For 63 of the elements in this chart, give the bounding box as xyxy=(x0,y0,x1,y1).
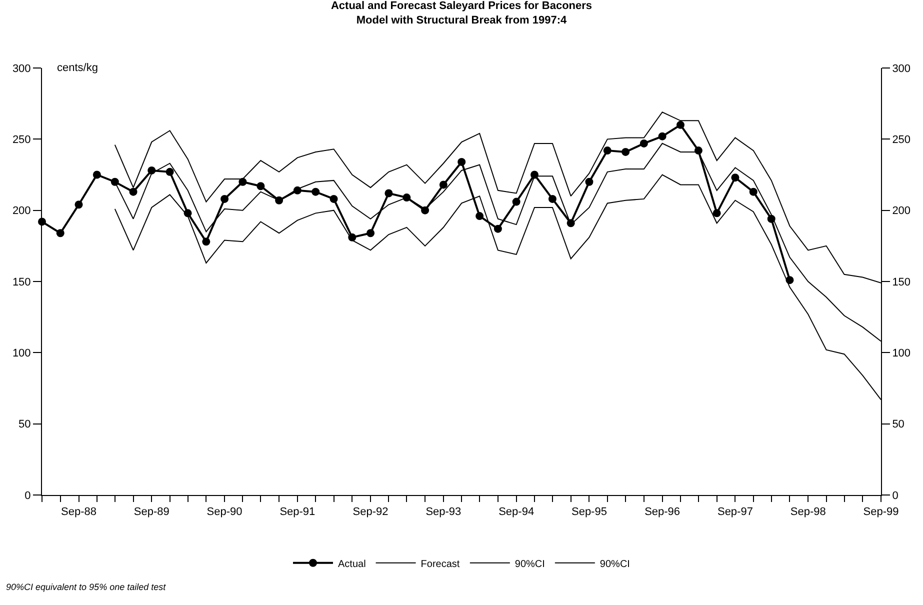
point xyxy=(366,229,375,238)
point xyxy=(494,224,502,233)
point xyxy=(56,229,64,238)
x-tick-label: Sep-95 xyxy=(571,506,607,518)
y-tick-label: 200 xyxy=(12,205,31,218)
point xyxy=(238,178,247,186)
y-tick-label: 100 xyxy=(12,348,31,360)
y-tick-label: 50 xyxy=(18,418,31,431)
legend-label: 90%CI xyxy=(514,558,545,570)
chart-subtitle: Model with Structural Break from 1997:4 xyxy=(356,14,568,26)
x-tick-label: Sep-93 xyxy=(426,506,462,518)
chart-title: Actual and Forecast Saleyard Prices for Baconers xyxy=(330,0,592,12)
x-tick-label: Sep-99 xyxy=(863,506,899,518)
point xyxy=(476,212,484,220)
point xyxy=(458,158,466,166)
y2-tick-label: 150 xyxy=(892,276,911,288)
x-tick-label: Sep-96 xyxy=(644,506,680,518)
point xyxy=(622,148,630,156)
x-tick-label: Sep-97 xyxy=(717,506,753,518)
x-tick-label: Sep-89 xyxy=(134,506,170,518)
y2-tick-label: 300 xyxy=(892,62,911,75)
point xyxy=(256,182,265,190)
y2-tick-label: 0 xyxy=(892,490,898,502)
point xyxy=(202,238,210,246)
y-tick-label: 0 xyxy=(24,490,31,502)
point xyxy=(603,146,612,155)
point xyxy=(676,120,684,129)
x-tick-label: Sep-98 xyxy=(790,506,826,518)
point xyxy=(512,198,520,206)
point xyxy=(312,188,320,196)
y2-tick-label: 100 xyxy=(892,348,911,360)
y2-tick-label: 50 xyxy=(892,418,904,431)
point xyxy=(712,209,721,218)
point xyxy=(384,189,393,198)
x-tick-label: Sep-92 xyxy=(352,506,388,518)
x-tick-label: Sep-94 xyxy=(498,506,534,518)
legend-label: Actual xyxy=(338,558,366,570)
y-tick-label: 300 xyxy=(12,62,31,75)
point xyxy=(74,200,83,209)
point xyxy=(330,194,338,203)
y-tick-label: 150 xyxy=(12,276,31,288)
point xyxy=(548,194,556,203)
point xyxy=(220,194,229,203)
point xyxy=(166,168,174,176)
point xyxy=(749,188,758,196)
x-tick-label: Sep-90 xyxy=(206,506,242,518)
y2-tick-label: 250 xyxy=(892,134,911,146)
point xyxy=(110,178,119,186)
point xyxy=(439,180,448,189)
x-tick-label: Sep-88 xyxy=(61,506,96,518)
x-tick-label: Sep-91 xyxy=(280,506,316,518)
point xyxy=(129,188,138,196)
point xyxy=(585,178,594,186)
text: 90%CI equivalent to 95% one tailed test xyxy=(6,582,166,592)
legend-label: 90%CI xyxy=(600,558,630,570)
point xyxy=(640,139,648,148)
y-axis-title: cents/kg xyxy=(57,62,98,74)
y2-tick-label: 200 xyxy=(892,205,911,218)
y-tick-label: 250 xyxy=(12,134,31,146)
point xyxy=(658,132,666,140)
legend-label: Forecast xyxy=(420,558,460,570)
point xyxy=(731,174,740,182)
point xyxy=(92,170,101,179)
